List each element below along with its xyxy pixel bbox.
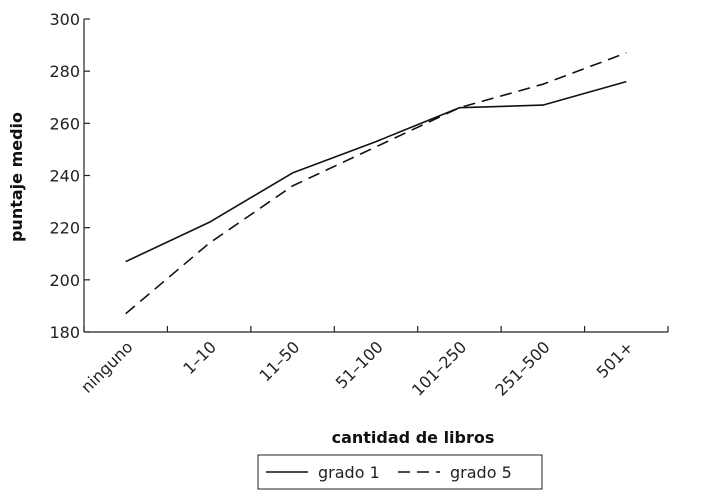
y-tick-label: 260 xyxy=(49,114,80,133)
x-tick-label: 101–250 xyxy=(408,337,470,399)
y-tick-label: 180 xyxy=(49,323,80,342)
legend-label-1: grado 1 xyxy=(318,463,380,482)
y-tick-label: 300 xyxy=(49,10,80,29)
series-line-1 xyxy=(125,80,627,263)
legend: grado 1 grado 5 xyxy=(257,454,543,490)
legend-label-2: grado 5 xyxy=(450,463,512,482)
x-tick-label: 501+ xyxy=(593,337,638,382)
x-tick-label: 51–100 xyxy=(332,337,387,392)
y-tick-label: 280 xyxy=(49,62,80,81)
legend-box xyxy=(257,454,543,490)
y-axis-title: puntaje medio xyxy=(7,112,26,242)
y-tick-label: 200 xyxy=(49,271,80,290)
x-tick-label: 11–50 xyxy=(256,337,304,385)
y-tick-label: 220 xyxy=(49,219,80,238)
x-axis-title: cantidad de libros xyxy=(332,428,495,447)
y-axis: 180 200 220 240 260 280 300 xyxy=(49,10,90,342)
x-tick-label: 1–10 xyxy=(179,337,220,378)
x-tick-label: ninguno xyxy=(77,337,136,396)
series-line-2 xyxy=(125,52,627,315)
y-tick-label: 240 xyxy=(49,167,80,186)
x-tick-label: 251–500 xyxy=(491,337,553,399)
series-layer xyxy=(125,52,627,315)
x-axis: ninguno 1–10 11–50 51–100 101–250 251–500 501+ xyxy=(77,326,669,400)
